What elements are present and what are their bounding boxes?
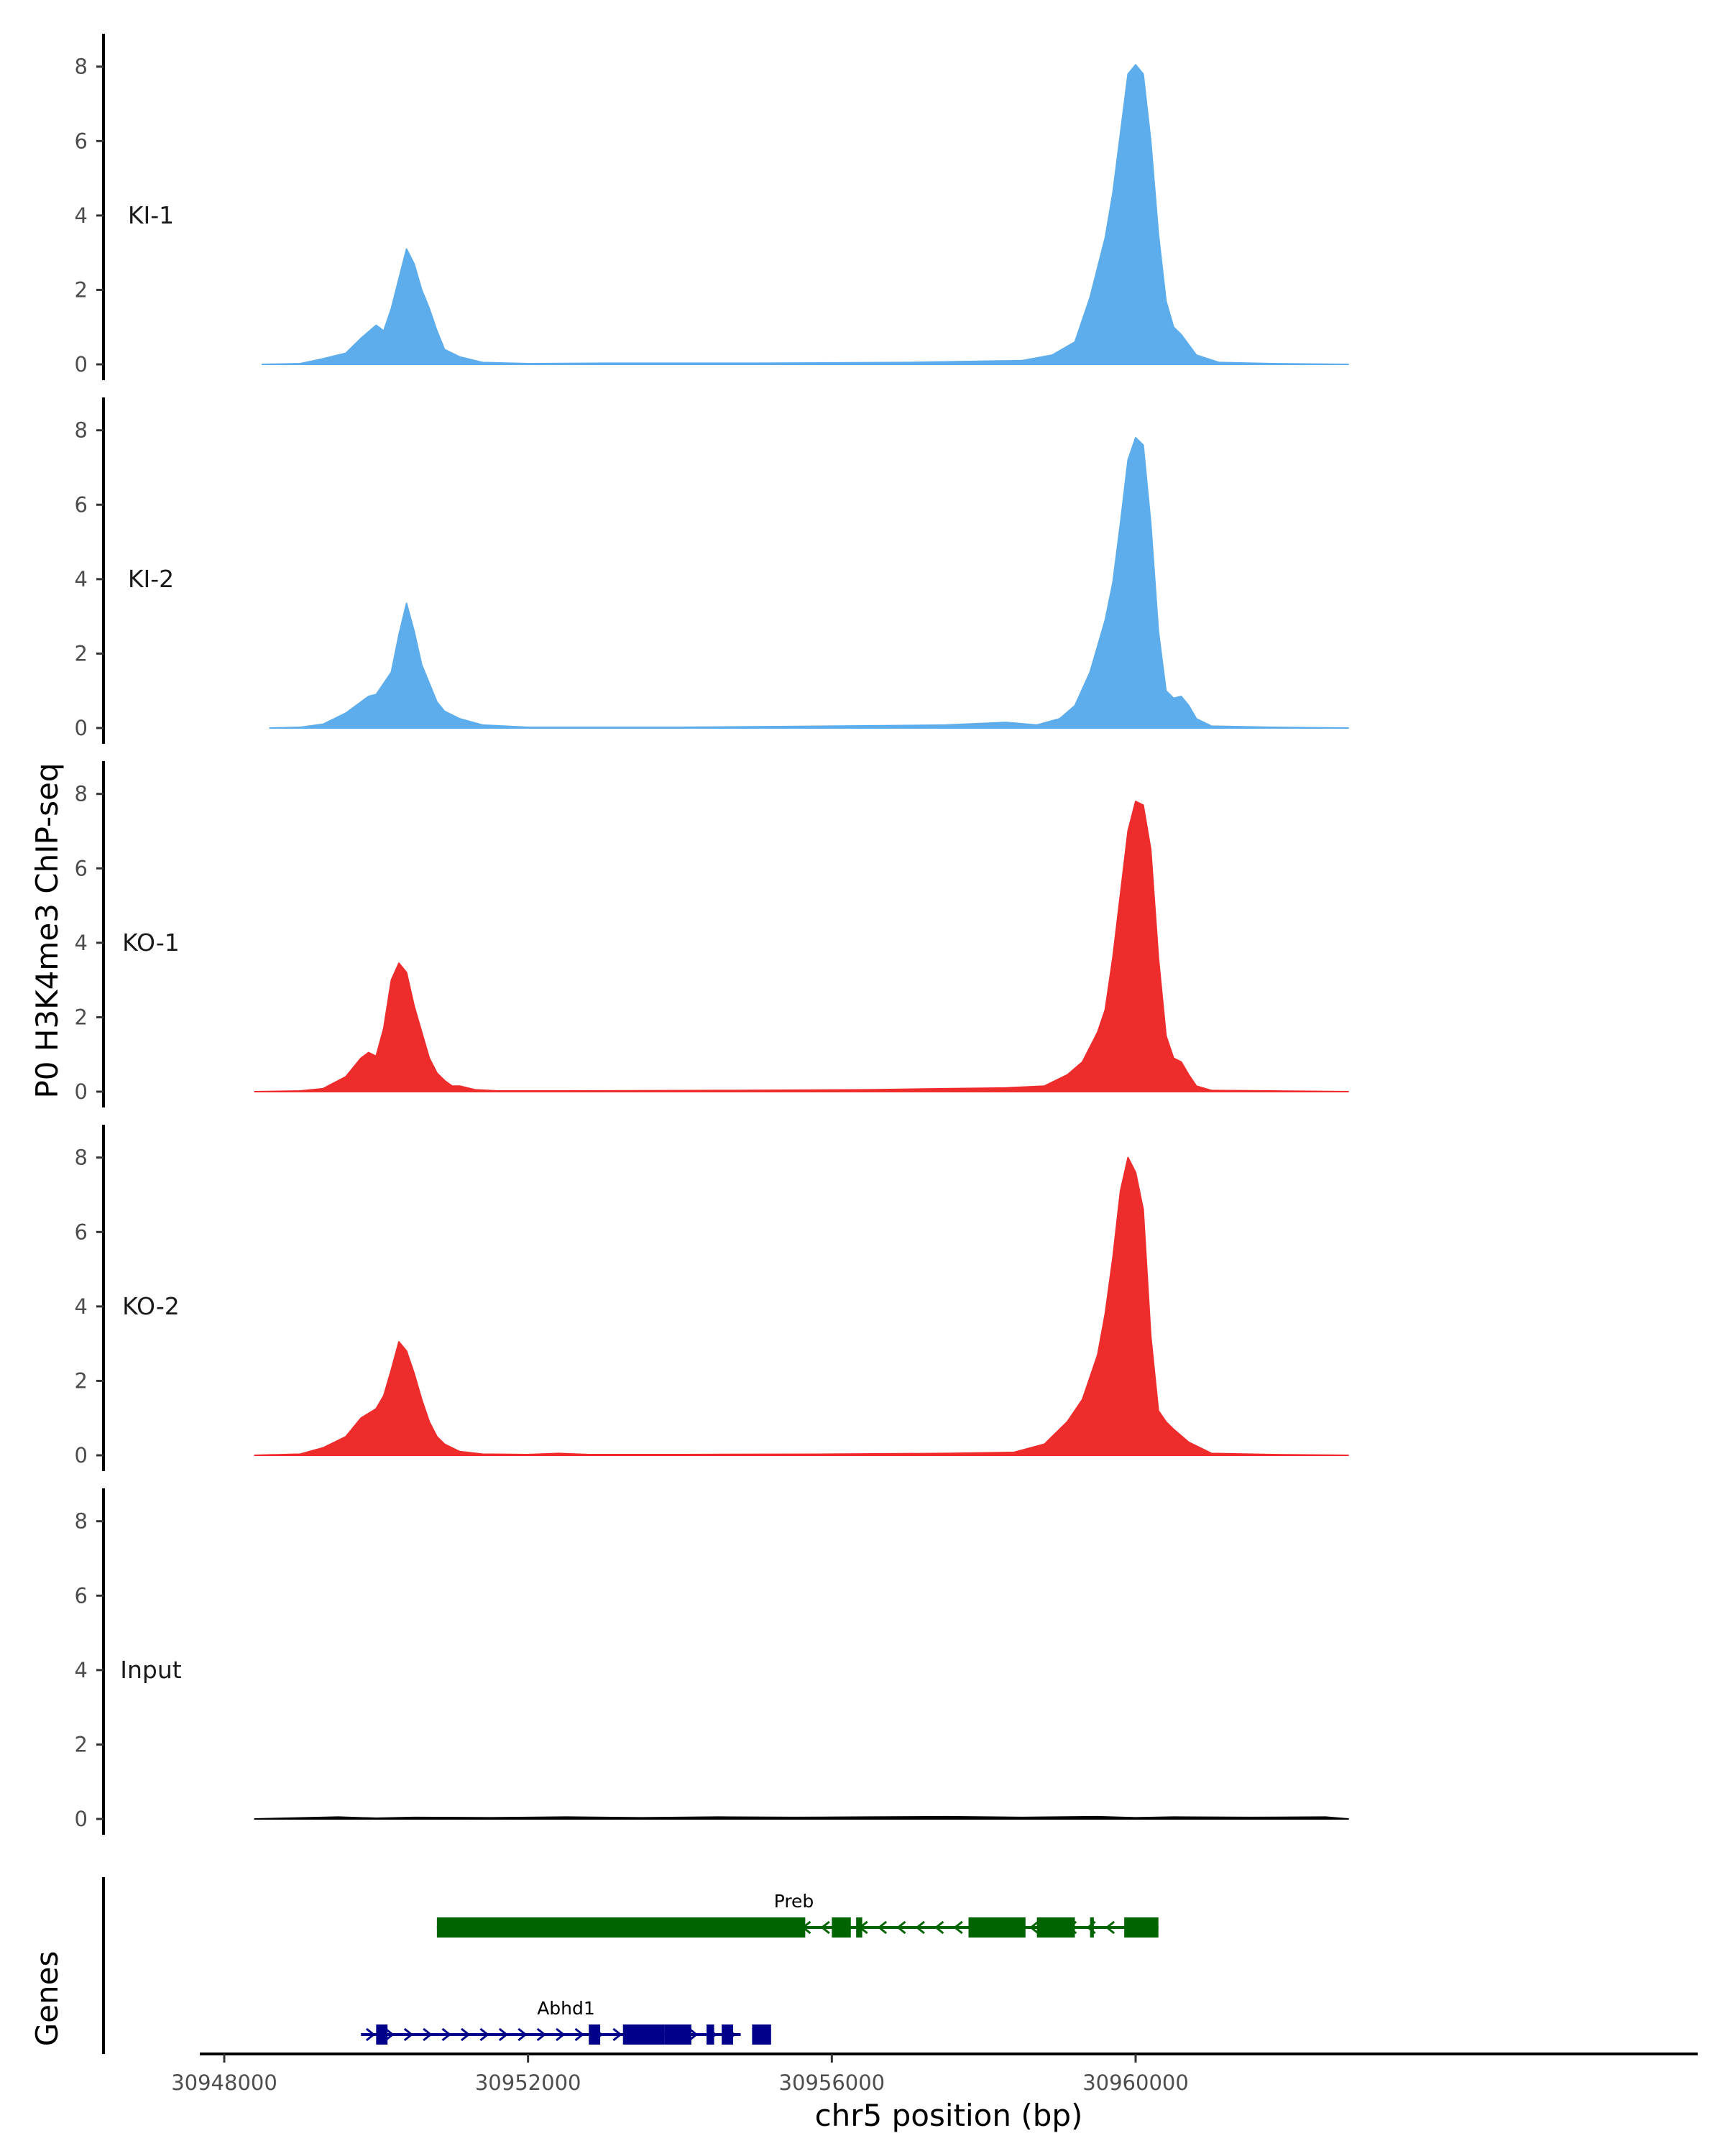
strand-arrow — [518, 2027, 528, 2042]
gene-name-label: Abhd1 — [537, 1998, 595, 2019]
y-tick-label: 4 — [75, 203, 88, 228]
track-ki-2: 0 2 4 6 8 KI-2 — [75, 397, 1349, 744]
y-tick-label: 8 — [75, 55, 88, 79]
track-label: Input — [120, 1656, 182, 1684]
y-tick-label: 4 — [75, 931, 88, 955]
x-tick-label: 30960000 — [1082, 2070, 1189, 2095]
strand-arrow — [385, 2027, 395, 2042]
strand-arrow — [536, 2027, 547, 2042]
gene-exon — [1124, 1917, 1159, 1938]
strand-arrow — [612, 2027, 622, 2042]
strand-arrow — [915, 1920, 925, 1935]
strand-arrow — [365, 2027, 376, 2042]
x-axis-title: chr5 position (bp) — [815, 2098, 1083, 2133]
gene-exon — [1036, 1917, 1075, 1938]
strand-arrow — [461, 2027, 471, 2042]
y-tick-label: 2 — [75, 1005, 88, 1029]
genes-layer: Preb Abhd1 — [102, 1877, 1159, 2054]
strand-arrow — [423, 2027, 433, 2042]
track-label: KI-1 — [128, 201, 174, 229]
y-tick-label: 2 — [75, 641, 88, 665]
y-tick-label: 6 — [75, 1220, 88, 1244]
y-tick-label: 4 — [75, 567, 88, 591]
strand-arrow — [877, 1920, 888, 1935]
y-tick-label: 4 — [75, 1294, 88, 1319]
y-tick-label: 2 — [75, 277, 88, 302]
gene-exon — [752, 2024, 771, 2045]
y-tick-label: 0 — [75, 1443, 88, 1468]
y-tick-label: 8 — [75, 782, 88, 806]
y-tick-label: 0 — [75, 1079, 88, 1104]
track-label: KO-2 — [122, 1292, 180, 1320]
x-tick-label: 30956000 — [779, 2070, 886, 2095]
gene-exon — [1090, 1917, 1094, 1938]
tracks-layer: 0 2 4 6 8 KI-1 0 2 4 6 8 KI-2 0 2 4 6 8 KO-1 0 2 4 6 8 KO-2 0 2 4 6… — [75, 34, 1349, 1835]
y-tick-label: 6 — [75, 856, 88, 880]
y-tick-label: 0 — [75, 352, 88, 377]
gene-exon — [706, 2024, 714, 2045]
track-label: KI-2 — [128, 565, 174, 593]
x-axis: 30948000 30952000 30956000 30960000 — [171, 2053, 1698, 2095]
track-ki-1: 0 2 4 6 8 KI-1 — [75, 34, 1349, 380]
y-tick-label: 2 — [75, 1732, 88, 1756]
genes-axis-title: Genes — [29, 1951, 65, 2047]
strand-arrow — [441, 2027, 451, 2042]
gene-exon — [664, 2024, 691, 2045]
strand-arrow — [574, 2027, 584, 2042]
y-tick-label: 6 — [75, 492, 88, 517]
strand-arrow — [1105, 1920, 1116, 1935]
y-tick-label: 4 — [75, 1658, 88, 1682]
x-tick-label: 30952000 — [475, 2070, 581, 2095]
signal-area — [269, 437, 1349, 729]
strand-arrow — [820, 1920, 830, 1935]
track-ko-2: 0 2 4 6 8 KO-2 — [75, 1125, 1349, 1471]
gene-exon — [856, 1917, 862, 1938]
gene-abhd1: Abhd1 — [361, 1998, 771, 2045]
strand-arrow — [556, 2027, 566, 2042]
gene-exon — [832, 1917, 851, 1938]
gene-exon — [968, 1917, 1026, 1938]
signal-area — [254, 1156, 1349, 1456]
track-label: KO-1 — [122, 929, 180, 957]
gene-exon — [589, 2024, 601, 2045]
y-tick-label: 0 — [75, 716, 88, 740]
strand-arrow — [403, 2027, 414, 2042]
strand-arrow — [953, 1920, 963, 1935]
y-tick-label: 8 — [75, 418, 88, 443]
y-tick-label: 2 — [75, 1368, 88, 1393]
strand-arrow — [896, 1920, 906, 1935]
y-tick-label: 6 — [75, 1583, 88, 1608]
y-tick-label: 8 — [75, 1146, 88, 1170]
track-input: 0 2 4 6 8 Input — [75, 1488, 1349, 1835]
gene-exon — [722, 2024, 733, 2045]
signal-area — [254, 801, 1349, 1092]
signal-area — [261, 64, 1349, 365]
gene-preb: Preb — [436, 1891, 1159, 1938]
x-tick-label: 30948000 — [171, 2070, 277, 2095]
signal-area — [254, 1815, 1349, 1820]
strand-arrow — [1029, 1920, 1039, 1935]
y-tick-label: 0 — [75, 1807, 88, 1831]
strand-arrow — [934, 1920, 944, 1935]
strand-arrow — [479, 2027, 489, 2042]
y-tick-label: 8 — [75, 1509, 88, 1534]
gene-exon — [622, 2024, 665, 2045]
y-tick-label: 6 — [75, 129, 88, 153]
track-ko-1: 0 2 4 6 8 KO-1 — [75, 761, 1349, 1107]
gene-exon — [376, 2024, 388, 2045]
strand-arrow — [498, 2027, 509, 2042]
y-axis-title: P0 H3K4me3 ChIP-seq — [29, 763, 65, 1098]
gene-exon — [436, 1917, 806, 1938]
strand-arrow — [689, 2027, 699, 2042]
gene-name-label: Preb — [774, 1891, 814, 1912]
